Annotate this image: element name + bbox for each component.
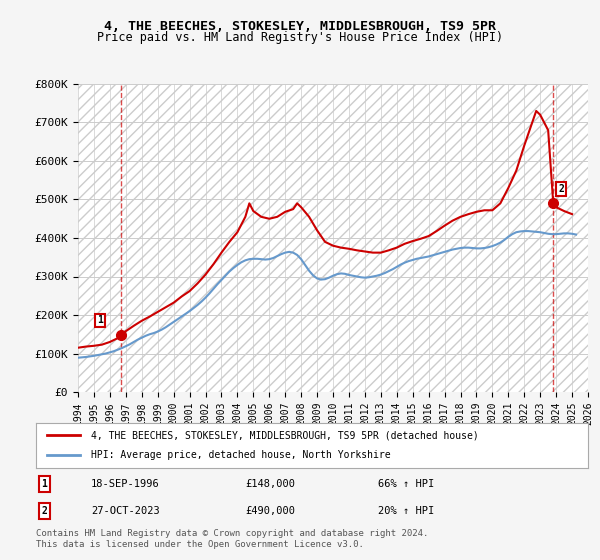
Text: 2: 2 xyxy=(558,184,564,194)
Text: 27-OCT-2023: 27-OCT-2023 xyxy=(91,506,160,516)
Text: 2: 2 xyxy=(41,506,47,516)
Text: HPI: Average price, detached house, North Yorkshire: HPI: Average price, detached house, Nort… xyxy=(91,450,391,460)
Text: 1: 1 xyxy=(41,479,47,489)
Text: 1: 1 xyxy=(97,315,103,325)
Text: £148,000: £148,000 xyxy=(246,479,296,489)
Text: 4, THE BEECHES, STOKESLEY, MIDDLESBROUGH, TS9 5PR (detached house): 4, THE BEECHES, STOKESLEY, MIDDLESBROUGH… xyxy=(91,430,479,440)
Text: 20% ↑ HPI: 20% ↑ HPI xyxy=(378,506,434,516)
Text: 66% ↑ HPI: 66% ↑ HPI xyxy=(378,479,434,489)
Text: Price paid vs. HM Land Registry's House Price Index (HPI): Price paid vs. HM Land Registry's House … xyxy=(97,31,503,44)
Text: 18-SEP-1996: 18-SEP-1996 xyxy=(91,479,160,489)
Text: Contains HM Land Registry data © Crown copyright and database right 2024.
This d: Contains HM Land Registry data © Crown c… xyxy=(36,529,428,549)
Text: £490,000: £490,000 xyxy=(246,506,296,516)
Text: 4, THE BEECHES, STOKESLEY, MIDDLESBROUGH, TS9 5PR: 4, THE BEECHES, STOKESLEY, MIDDLESBROUGH… xyxy=(104,20,496,32)
